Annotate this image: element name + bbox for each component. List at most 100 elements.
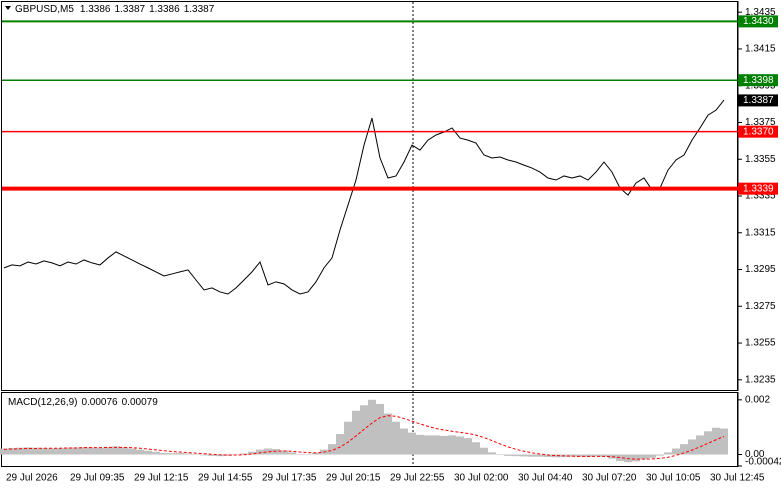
macd-histogram-bar — [696, 435, 704, 455]
y-tick-label: 1.3275 — [745, 301, 776, 312]
x-tick-label: 29 Jul 12:15 — [134, 473, 189, 484]
macd-histogram-bar — [104, 446, 112, 455]
y-tick-label: 1.3335 — [745, 191, 776, 202]
macd-histogram-bar — [96, 447, 104, 455]
macd-histogram-bar — [576, 454, 584, 457]
macd-histogram-bar — [200, 454, 208, 456]
y-tick-label: 1.3235 — [745, 374, 776, 385]
macd-histogram-bar — [168, 453, 176, 455]
macd-histogram-bar — [544, 454, 552, 457]
macd-histogram-bar — [656, 454, 664, 456]
x-tick-label: 29 Jul 20:15 — [326, 473, 381, 484]
macd-histogram-bar — [184, 453, 192, 455]
macd-histogram-bar — [568, 454, 576, 457]
macd-histogram-bar — [600, 454, 608, 457]
macd-histogram-bar — [240, 453, 248, 455]
macd-histogram-bar — [664, 452, 672, 455]
macd-histogram-bar — [640, 454, 648, 460]
macd-histogram-bar — [392, 421, 400, 455]
macd-histogram-bar — [368, 399, 376, 455]
macd-histogram-bar — [456, 436, 464, 455]
x-tick-label: 29 Jul 14:55 — [198, 473, 253, 484]
level-price-label: 1.3398 — [743, 75, 774, 86]
macd-histogram-bar — [224, 454, 232, 456]
macd-histogram-bar — [552, 454, 560, 458]
macd-histogram-bar — [400, 428, 408, 455]
y-tick-label: 0.00 — [745, 449, 765, 460]
macd-histogram-bar — [520, 454, 528, 457]
macd-histogram-bar — [216, 454, 224, 457]
x-tick-label: 30 Jul 02:00 — [454, 473, 509, 484]
macd-histogram-bar — [280, 450, 288, 455]
macd-histogram-bar — [512, 454, 520, 457]
macd-histogram-bar — [416, 434, 424, 455]
macd-histogram-bar — [176, 452, 184, 455]
macd-histogram-bar — [632, 454, 640, 462]
x-tick-label: 29 Jul 17:35 — [262, 473, 317, 484]
macd-histogram-bar — [256, 449, 264, 455]
macd-histogram-bar — [24, 447, 32, 455]
macd-histogram-bar — [584, 454, 592, 457]
macd-histogram-bar — [376, 403, 384, 455]
x-tick-label: 30 Jul 12:45 — [710, 473, 765, 484]
macd-histogram-bar — [440, 435, 448, 455]
x-tick-label: 30 Jul 04:40 — [518, 473, 573, 484]
x-tick-label: 29 Jul 09:35 — [70, 473, 125, 484]
price-panel-frame — [1, 1, 738, 391]
macd-histogram-bar — [472, 442, 480, 455]
level-price-box — [738, 15, 778, 28]
macd-histogram-bar — [504, 454, 512, 456]
x-tick-label: 30 Jul 10:05 — [646, 473, 701, 484]
macd-histogram-bar — [152, 451, 160, 455]
macd-histogram-bar — [16, 447, 24, 455]
macd-histogram-bar — [144, 450, 152, 455]
macd-histogram-bar — [160, 452, 168, 455]
level-price-box — [738, 74, 778, 87]
macd-histogram-bar — [48, 448, 56, 455]
macd-histogram-bar — [424, 435, 432, 455]
level-price-label: 1.3339 — [743, 183, 774, 194]
y-tick-label: 1.3355 — [745, 154, 776, 165]
current-price-label: 1.3387 — [743, 95, 774, 106]
macd-histogram-bar — [592, 454, 600, 457]
macd-histogram-bar — [136, 449, 144, 455]
y-tick-label: 1.3415 — [745, 44, 776, 55]
x-tick-label: 29 Jul 2026 — [6, 473, 58, 484]
macd-title: MACD(12,26,9) — [8, 397, 77, 408]
menu-arrow[interactable] — [5, 6, 11, 10]
macd-histogram-bar — [432, 435, 440, 455]
macd-histogram-bar — [8, 447, 16, 455]
y-tick-label: 1.3375 — [745, 117, 776, 128]
macd-histogram-bar — [304, 454, 312, 455]
macd-histogram-bar — [0, 448, 8, 455]
macd-histogram-bar — [72, 447, 80, 455]
level-price-label: 1.3370 — [743, 126, 774, 137]
macd-histogram-bar — [40, 447, 48, 455]
macd-histogram-bar — [128, 448, 136, 455]
y-tick-label: 1.3435 — [745, 7, 776, 18]
macd-header: MACD(12,26,9) 0.00076 0.00079 — [8, 397, 158, 408]
macd-histogram-bar — [344, 421, 352, 455]
macd-histogram-bar — [56, 447, 64, 455]
ohlc-value: 1.3386 — [80, 4, 111, 15]
y-tick-label: 1.3315 — [745, 227, 776, 238]
y-tick-label: -0.00042 — [745, 457, 781, 468]
macd-histogram-bar — [32, 447, 40, 455]
symbol-header: GBPUSD,M5 1.3386 1.3387 1.3386 1.3387 — [15, 4, 215, 15]
symbol-title: GBPUSD,M5 — [15, 4, 74, 15]
macd-histogram-bar — [448, 435, 456, 455]
ohlc-value: 1.3387 — [115, 4, 146, 15]
macd-histogram-bar — [312, 452, 320, 455]
macd-histogram-bar — [384, 413, 392, 455]
macd-histogram-bar — [720, 428, 728, 455]
macd-histogram-bar — [88, 447, 96, 455]
macd-histogram-bar — [712, 427, 720, 455]
level-price-box — [738, 125, 778, 138]
macd-histogram-bar — [480, 447, 488, 455]
macd-histogram-bar — [80, 447, 88, 455]
macd-histogram-bar — [120, 447, 128, 455]
macd-histogram-bar — [192, 454, 200, 455]
macd-histogram-bar — [672, 448, 680, 455]
level-price-box — [738, 182, 778, 195]
